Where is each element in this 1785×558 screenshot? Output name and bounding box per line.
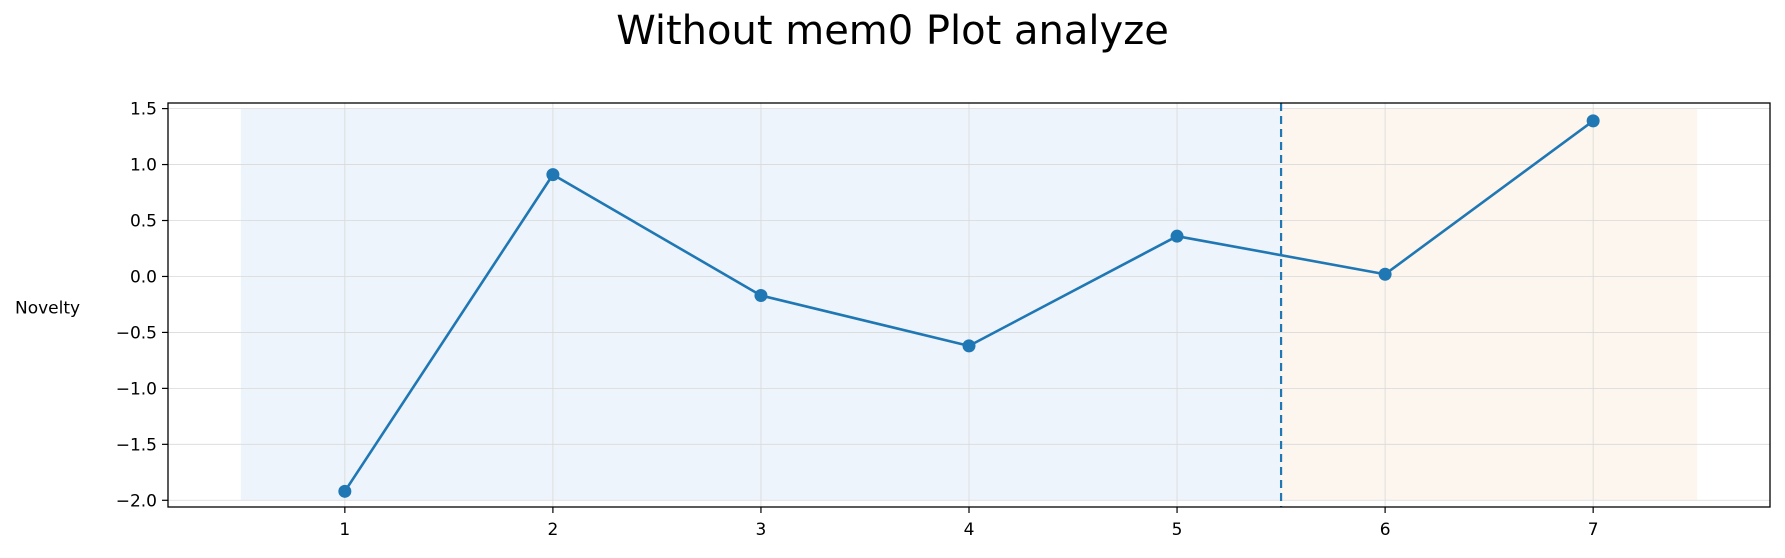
y-tick-label: 0.5 — [130, 212, 157, 232]
y-tick-label: −1.5 — [116, 435, 157, 455]
data-point-6 — [1378, 267, 1392, 281]
y-tick-label: 1.0 — [130, 156, 157, 176]
x-axis: 1 2 3 4 5 6 7 — [339, 507, 1599, 540]
x-tick-label: 7 — [1588, 520, 1599, 540]
y-tick-label: −2.0 — [116, 491, 157, 511]
data-point-1 — [338, 484, 352, 498]
x-tick-label: 4 — [964, 520, 975, 540]
y-tick-label: 0.0 — [130, 267, 157, 287]
x-tick-label: 6 — [1380, 520, 1391, 540]
series — [338, 114, 1600, 498]
data-point-3 — [754, 288, 768, 302]
y-tick-label: 1.5 — [130, 100, 157, 120]
y-axis: −2.0 −1.5 −1.0 −0.5 0.0 0.5 1.0 1.5 — [116, 100, 168, 511]
data-point-7 — [1586, 114, 1600, 128]
x-tick-label: 5 — [1172, 520, 1183, 540]
y-axis-label: Novelty — [15, 298, 80, 318]
x-tick-label: 3 — [756, 520, 767, 540]
x-tick-label: 1 — [339, 520, 350, 540]
data-point-5 — [1170, 229, 1184, 243]
y-tick-label: −1.0 — [116, 379, 157, 399]
grid — [168, 103, 1770, 507]
y-tick-label: −0.5 — [116, 323, 157, 343]
data-point-2 — [546, 168, 560, 182]
x-tick-label: 2 — [547, 520, 558, 540]
data-point-4 — [962, 339, 976, 353]
chart-title: Without mem0 Plot analyze — [616, 8, 1169, 54]
shaded-region-2 — [1281, 109, 1698, 501]
